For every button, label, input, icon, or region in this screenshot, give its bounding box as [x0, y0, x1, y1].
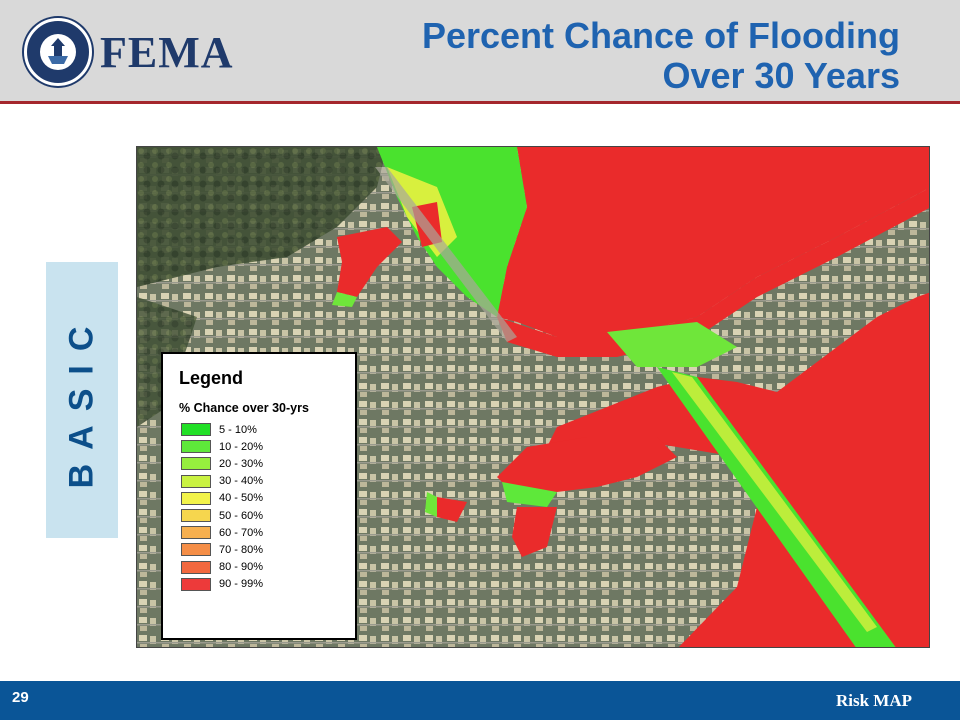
- page-title: Percent Chance of Flooding Over 30 Years: [422, 16, 900, 96]
- legend-item: 90 - 99%: [179, 576, 345, 593]
- fema-logo: FEMA: [24, 18, 234, 86]
- legend-item: 80 - 90%: [179, 559, 345, 576]
- basic-side-tab: BASIC: [46, 262, 118, 538]
- legend-item: 70 - 80%: [179, 541, 345, 558]
- footer-bar: 29 Risk MAP: [0, 681, 960, 720]
- header-bar: FEMA Percent Chance of Flooding Over 30 …: [0, 0, 960, 104]
- legend-subtitle: % Chance over 30-yrs: [179, 401, 309, 415]
- legend-item: 20 - 30%: [179, 455, 345, 472]
- legend-title: Legend: [179, 368, 244, 388]
- legend-swatch: [181, 440, 211, 454]
- legend-label: 20 - 30%: [219, 457, 264, 470]
- legend-item: 30 - 40%: [179, 473, 345, 490]
- legend-swatch: [181, 474, 211, 488]
- legend-label: 30 - 40%: [219, 475, 264, 488]
- legend-item: 40 - 50%: [179, 490, 345, 507]
- legend-label: 90 - 99%: [219, 578, 264, 591]
- legend-swatch: [181, 457, 211, 471]
- legend-items: 5 - 10% 10 - 20% 20 - 30% 30 - 40% 40 - 50% 5…: [179, 421, 345, 593]
- legend-item: 60 - 70%: [179, 524, 345, 541]
- fema-wordmark: FEMA: [100, 27, 234, 77]
- title-line-2: Over 30 Years: [662, 55, 900, 96]
- legend-label: 70 - 80%: [219, 543, 264, 556]
- legend-swatch: [181, 491, 211, 505]
- flood-map: [136, 146, 930, 648]
- dhs-seal-icon: [24, 18, 92, 86]
- legend-swatch: [181, 577, 211, 591]
- legend-label: 80 - 90%: [219, 561, 264, 574]
- basic-label: BASIC: [62, 312, 101, 488]
- legend-swatch: [181, 526, 211, 540]
- legend-label: 10 - 20%: [219, 440, 264, 453]
- title-line-1: Percent Chance of Flooding: [421, 15, 900, 56]
- legend-swatch: [181, 509, 211, 523]
- legend-item: 5 - 10%: [179, 421, 345, 438]
- legend-label: 5 - 10%: [219, 423, 257, 436]
- legend-label: 60 - 70%: [219, 526, 264, 539]
- legend-swatch: [181, 543, 211, 557]
- legend-item: 50 - 60%: [179, 507, 345, 524]
- risk-map-brand: Risk MAP: [835, 691, 912, 710]
- legend-label: 40 - 50%: [219, 492, 264, 505]
- legend-swatch: [181, 560, 211, 574]
- legend-swatch: [181, 423, 211, 437]
- legend-label: 50 - 60%: [219, 509, 264, 522]
- legend-item: 10 - 20%: [179, 438, 345, 455]
- page-number: 29: [12, 689, 29, 706]
- map-legend: Legend % Chance over 30-yrs 5 - 10% 10 - …: [161, 352, 357, 640]
